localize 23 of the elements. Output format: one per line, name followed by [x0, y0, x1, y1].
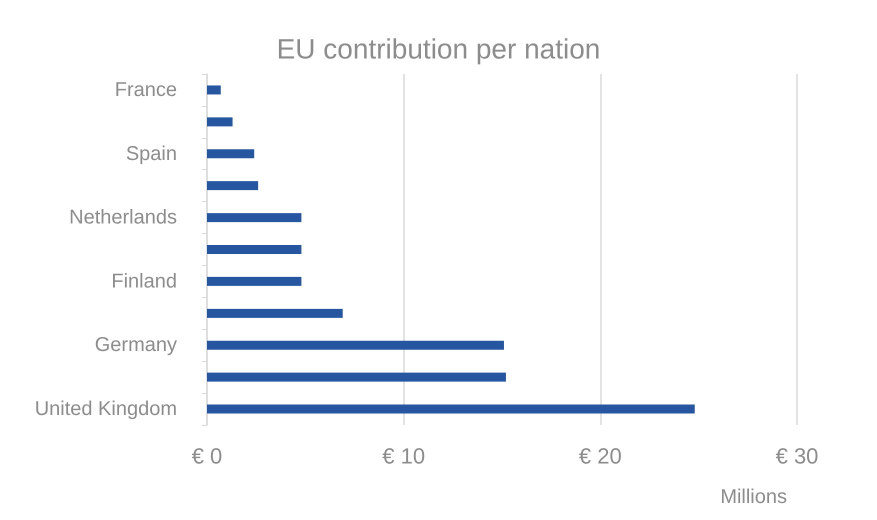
y-tick-label: United Kingdom [34, 398, 177, 420]
bar [207, 276, 302, 286]
y-tick-label: Finland [111, 270, 177, 292]
chart-title: EU contribution per nation [276, 34, 600, 64]
bar [207, 245, 302, 254]
y-tick-label: Germany [94, 334, 177, 356]
bar [207, 213, 302, 222]
bar [207, 149, 254, 158]
bar [207, 372, 506, 382]
bar [207, 340, 504, 350]
y-tick-label: Spain [126, 142, 177, 165]
bar [207, 308, 343, 318]
x-tick-label: € 0 [192, 444, 222, 468]
y-tick-label: France [114, 78, 177, 101]
x-axis-title: Millions [720, 486, 787, 508]
bar [207, 85, 221, 94]
y-tick-label: Netherlands [69, 206, 177, 229]
x-tick-label: € 20 [578, 444, 622, 468]
bar [207, 181, 258, 190]
x-tick-label: € 10 [382, 444, 426, 468]
bar [207, 117, 233, 126]
x-tick-label: € 30 [776, 444, 818, 468]
bar [207, 404, 695, 414]
